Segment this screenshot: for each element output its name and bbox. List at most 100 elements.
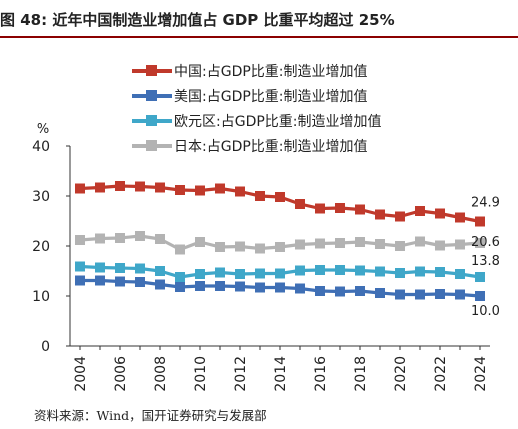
data-point [335,286,345,297]
legend-label-eurozone: 欧元区:占GDP比重:制造业增加值 [174,113,382,130]
data-point [75,235,85,245]
data-point [115,233,125,243]
data-point [335,265,345,275]
data-point [395,241,405,251]
legend-item-japan: 日本:占GDP比重:制造业增加值 [132,133,382,158]
data-point [415,206,425,216]
data-point [115,263,125,273]
legend-label-usa: 美国:占GDP比重:制造业增加值 [174,88,368,105]
data-point [475,291,485,301]
end-value-label: 24.9 [471,196,500,211]
y-tick-label: 10 [32,289,50,305]
data-point [455,239,465,250]
x-tick-label: 2008 [153,356,169,392]
data-point [235,186,245,197]
source-note: 资料来源：Wind，国开证券研究与发展部 [34,408,267,423]
data-point [75,261,85,272]
data-point [75,183,85,194]
data-point [435,289,445,299]
data-point [255,268,265,279]
data-point [155,266,165,276]
x-tick-label: 2004 [73,356,89,392]
data-point [135,263,145,274]
data-point [215,242,225,252]
legend-label-japan: 日本:占GDP比重:制造业增加值 [174,138,368,155]
data-point [195,185,205,196]
data-point [395,268,405,278]
y-tick-label: 30 [32,189,50,205]
legend: 中国:占GDP比重:制造业增加值 美国:占GDP比重:制造业增加值 欧元区:占G… [132,58,382,158]
data-point [275,282,285,293]
data-point [195,269,205,279]
title-underline [0,36,518,38]
data-point [255,191,265,201]
data-point [95,182,105,193]
data-point [315,203,325,214]
data-point [435,267,445,277]
legend-swatch-usa [132,88,172,104]
data-point [155,234,165,244]
legend-item-china: 中国:占GDP比重:制造业增加值 [132,58,382,83]
data-point [75,275,85,286]
data-point [95,262,105,273]
data-point [115,181,125,191]
x-tick-label: 2022 [433,356,449,392]
data-point [95,275,105,286]
data-point [415,266,425,277]
x-tick-label: 2020 [393,356,409,392]
data-point [195,237,205,247]
data-point [155,182,165,193]
chart-title: 图 48: 近年中国制造业增加值占 GDP 比重平均超过 25% [0,11,395,29]
data-point [275,242,285,252]
data-point [475,272,485,282]
legend-swatch-china [132,63,172,79]
data-point [295,283,305,294]
data-point [395,211,405,222]
y-tick-label: 0 [41,339,50,355]
data-point [215,281,225,291]
x-tick-label: 2018 [353,356,369,392]
legend-label-china: 中国:占GDP比重:制造业增加值 [174,63,368,80]
data-point [375,288,385,298]
legend-swatch-marker [146,114,157,126]
data-point [415,289,425,300]
data-point [355,286,365,296]
data-point [275,192,285,202]
data-point [135,277,145,287]
data-point [275,268,285,279]
data-point [435,208,445,219]
x-tick-label: 2024 [473,356,489,392]
y-tick-label: 20 [32,239,50,255]
data-point [295,239,305,250]
data-point [235,241,245,252]
data-point [355,237,365,247]
data-point [355,204,365,215]
data-point [435,240,445,251]
x-tick-label: 2014 [273,356,289,392]
data-point [215,267,225,278]
data-point [455,269,465,279]
data-point [255,282,265,293]
legend-item-eurozone: 欧元区:占GDP比重:制造业增加值 [132,108,382,133]
x-tick-label: 2006 [113,356,129,392]
x-tick-label: 2012 [233,356,249,392]
data-point [195,281,205,291]
legend-swatch-marker [146,139,157,151]
data-point [175,272,185,282]
x-tick-label: 2010 [193,356,209,392]
data-point [175,282,185,292]
data-point [295,199,305,209]
data-point [455,289,465,300]
x-tick-label: 2016 [313,356,329,392]
data-point [175,185,185,195]
data-point [115,276,125,287]
data-point [475,216,485,227]
legend-swatch-marker [146,64,157,76]
data-point [375,266,385,277]
data-point [135,231,145,241]
data-point [235,281,245,292]
data-point [315,286,325,296]
data-point [455,212,465,223]
data-point [235,269,245,279]
